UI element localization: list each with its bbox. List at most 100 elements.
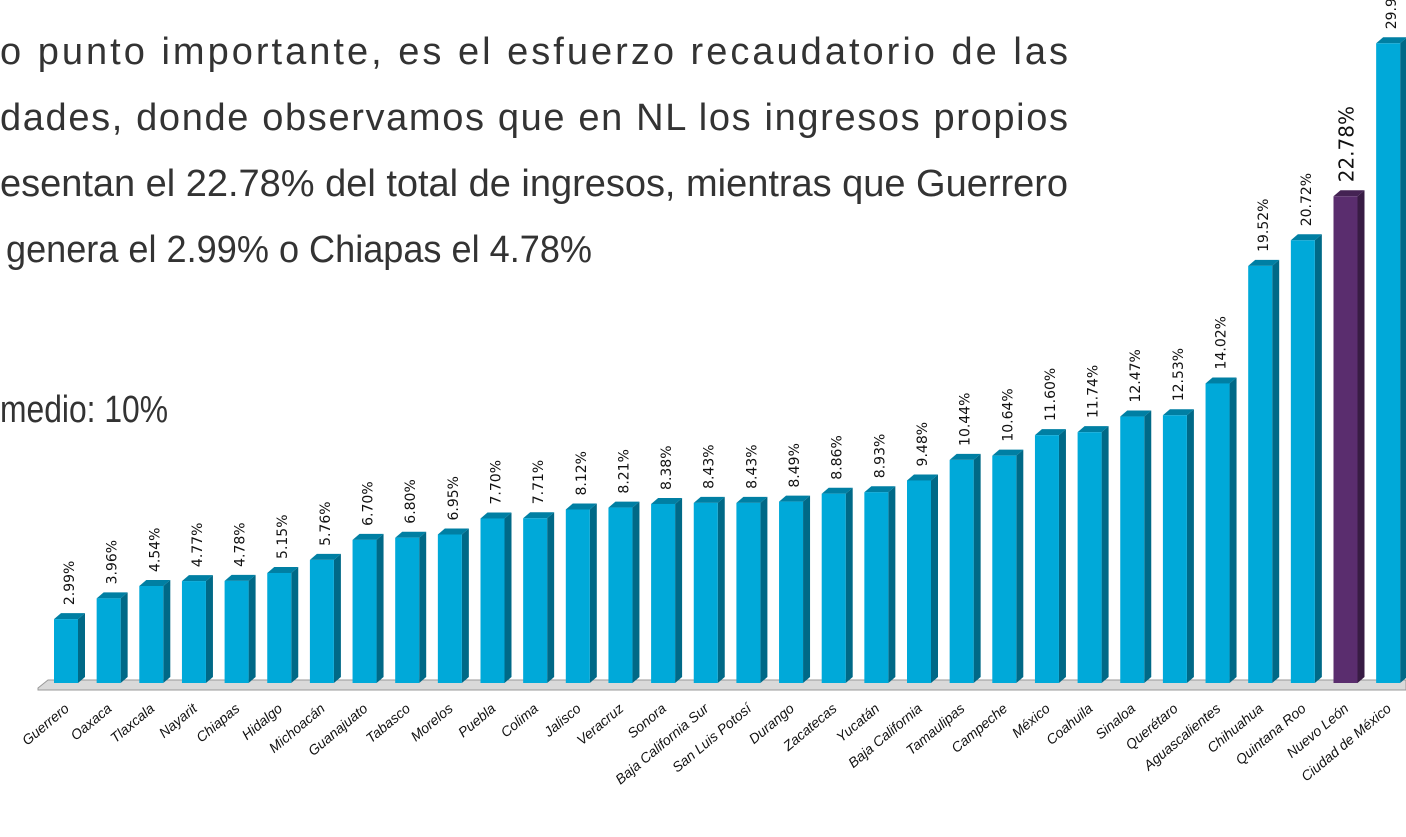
x-tick-label: Tabasco <box>363 700 414 746</box>
bar <box>437 534 462 683</box>
bar <box>992 455 1017 683</box>
bar <box>1290 240 1315 684</box>
x-tick-label: Veracruz <box>574 700 627 748</box>
bar-side <box>547 512 555 683</box>
bar-side <box>1058 429 1066 683</box>
bar-side <box>163 579 171 683</box>
bar-top <box>949 453 981 460</box>
data-label: 8.21% <box>616 449 632 493</box>
bar-side <box>419 531 427 683</box>
data-label: 22.78% <box>1335 106 1359 182</box>
bar-top <box>1034 429 1066 436</box>
bar-top <box>1248 259 1280 266</box>
bar <box>181 581 206 683</box>
data-label: 7.71% <box>531 460 547 504</box>
bar <box>779 501 804 683</box>
x-tick-label: Oaxaca <box>67 700 114 743</box>
bar <box>139 585 164 683</box>
bar-side <box>1229 377 1237 683</box>
bar-side <box>589 503 597 683</box>
data-label: 6.80% <box>403 479 419 523</box>
data-label: 4.78% <box>233 522 249 566</box>
bar-top <box>992 449 1024 456</box>
bar-side <box>376 533 384 683</box>
bar <box>1376 43 1401 684</box>
data-label: 4.77% <box>190 523 206 567</box>
bar-side <box>1016 449 1024 683</box>
data-label: 10.44% <box>958 393 974 446</box>
data-label: 8.38% <box>659 445 675 489</box>
data-label: 8.12% <box>574 451 590 495</box>
bar <box>224 580 249 683</box>
bar-side <box>504 512 512 683</box>
x-tick-label: Tlaxcala <box>107 700 157 746</box>
data-label: 8.93% <box>872 434 888 478</box>
bar-side <box>1314 234 1322 684</box>
bar-top <box>651 497 683 504</box>
bar-top <box>309 553 341 560</box>
data-label: 9.48% <box>915 422 931 466</box>
bar-side <box>461 528 469 683</box>
bar-top <box>96 592 128 599</box>
bar-side <box>1144 410 1152 683</box>
bar-side <box>120 592 128 683</box>
bar-top <box>352 533 384 540</box>
data-label: 8.49% <box>787 443 803 487</box>
bar-top <box>736 496 768 503</box>
data-label: 2.99% <box>62 561 78 605</box>
bar-top <box>1162 409 1194 416</box>
bar-top <box>1333 190 1365 197</box>
bar-side <box>1357 190 1365 683</box>
bar <box>1120 416 1145 683</box>
bar-side <box>78 613 85 683</box>
bar-top <box>224 574 256 581</box>
data-label: 14.02% <box>1214 316 1230 369</box>
bar <box>1248 265 1273 683</box>
bar <box>352 539 377 683</box>
bar <box>523 518 548 683</box>
x-tick-label: Morelos <box>407 700 455 744</box>
bar <box>907 480 931 683</box>
data-label: 10.64% <box>1000 388 1016 441</box>
data-label: 19.52% <box>1256 199 1272 252</box>
bar <box>395 537 420 683</box>
bar <box>1034 435 1059 683</box>
data-label: 3.96% <box>105 540 121 584</box>
data-label: 8.43% <box>702 444 718 488</box>
bar-top <box>181 575 213 582</box>
bar-side <box>803 495 811 683</box>
bar-side <box>205 575 213 683</box>
bar-top <box>1205 377 1237 384</box>
bar-side <box>760 496 768 683</box>
bar <box>54 619 78 683</box>
data-label: 12.47% <box>1128 349 1144 402</box>
bar <box>309 559 334 683</box>
bar <box>949 459 974 683</box>
body-line: esentan el 22.78% del total de ingresos,… <box>0 163 1068 205</box>
bar-side <box>1186 409 1194 683</box>
bar-top <box>267 566 299 573</box>
bar <box>267 572 292 683</box>
bar <box>96 598 121 683</box>
data-label: 11.60% <box>1043 368 1059 421</box>
data-label: 7.70% <box>489 460 505 504</box>
bar-side <box>1400 38 1406 683</box>
x-tick-label: Colima <box>497 700 541 740</box>
bar-top <box>480 512 512 519</box>
bar-side <box>973 453 981 683</box>
data-label: 6.70% <box>361 481 377 525</box>
bar-top <box>523 512 555 519</box>
bar-side <box>888 486 896 683</box>
bar <box>693 502 718 683</box>
bar-side <box>632 501 640 683</box>
body-line: dades, donde observamos que en NL los in… <box>0 97 1068 139</box>
x-tick-label: Baja California <box>845 700 925 771</box>
bar-side <box>845 487 853 683</box>
bar-side <box>333 553 341 683</box>
bar-side <box>248 574 256 683</box>
bar-top <box>1120 410 1152 417</box>
bar <box>480 518 505 683</box>
data-label: 20.72% <box>1299 173 1315 226</box>
average-note: medio: 10% <box>0 389 168 431</box>
